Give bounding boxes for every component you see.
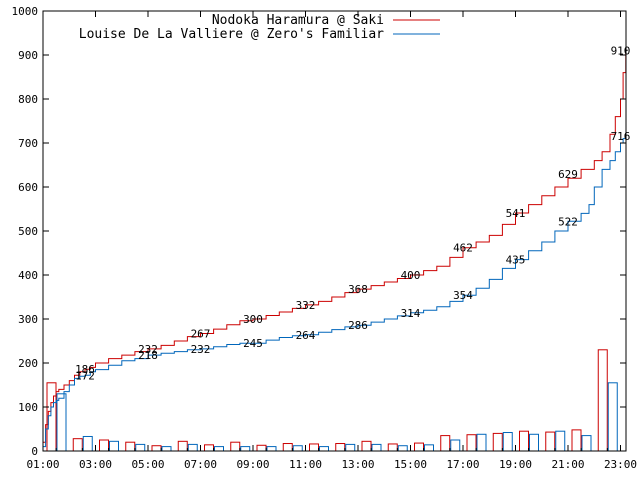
data-label-series-2: 245 [243,337,263,350]
x-tick-label: 07:00 [184,458,217,471]
cumulative-lines-layer [43,50,627,448]
x-tick-label: 11:00 [289,458,322,471]
data-label-series-1: 400 [401,269,421,282]
x-tick-label: 03:00 [79,458,112,471]
y-tick-label: 700 [18,137,38,150]
y-axis: 0 100 200 300 400 500 600 700 800 900 1000 [12,5,626,458]
cumulative-line-series-2 [43,136,627,448]
data-label-series-1: 541 [506,207,526,220]
data-label-series-2: 716 [611,130,631,143]
data-label-series-1: 462 [453,242,473,255]
data-label-series-1: 910 [611,45,631,58]
data-label-series-1: 332 [296,299,316,312]
x-tick-label: 01:00 [26,458,59,471]
x-tick-label: 13:00 [341,458,374,471]
y-tick-label: 600 [18,181,38,194]
x-tick-label: 15:00 [394,458,427,471]
data-label-series-1: 368 [348,283,368,296]
y-tick-label: 100 [18,401,38,414]
data-label-series-2: 435 [506,254,526,267]
y-tick-label: 1000 [12,5,39,18]
y-tick-label: 200 [18,357,38,370]
y-tick-label: 0 [31,445,38,458]
data-label-series-2: 286 [348,319,368,332]
data-label-series-1: 186 [75,363,95,376]
data-label-series-2: 354 [453,289,473,302]
legend-label-series-1: Nodoka Haramura @ Saki [212,13,384,28]
data-label-series-1: 267 [191,328,211,341]
x-axis: 01:00 03:00 05:00 07:00 09:00 11:00 13:00 15:00… [26,11,637,471]
x-tick-label: 05:00 [131,458,164,471]
cumulative-line-series-1 [43,50,627,443]
data-label-series-2: 172 [75,369,95,382]
x-tick-label: 21:00 [551,458,584,471]
data-label-series-1: 629 [558,168,578,181]
data-label-series-1: 300 [243,313,263,326]
x-tick-label: 17:00 [446,458,479,471]
x-tick-label: 23:00 [604,458,637,471]
legend-label-series-2: Louise De La Valliere @ Zero's Familiar [79,27,384,42]
data-label-series-2: 522 [558,215,578,228]
x-tick-label: 19:00 [499,458,532,471]
data-label-series-2: 218 [138,349,158,362]
y-tick-label: 900 [18,49,38,62]
x-tick-label: 09:00 [236,458,269,471]
data-label-series-2: 314 [401,307,421,320]
data-label-series-2: 232 [191,343,211,356]
y-tick-label: 800 [18,93,38,106]
data-label-series-2: 264 [296,329,316,342]
y-tick-label: 300 [18,313,38,326]
y-tick-label: 400 [18,269,38,282]
y-tick-label: 500 [18,225,38,238]
data-label-series-1: 232 [138,343,158,356]
